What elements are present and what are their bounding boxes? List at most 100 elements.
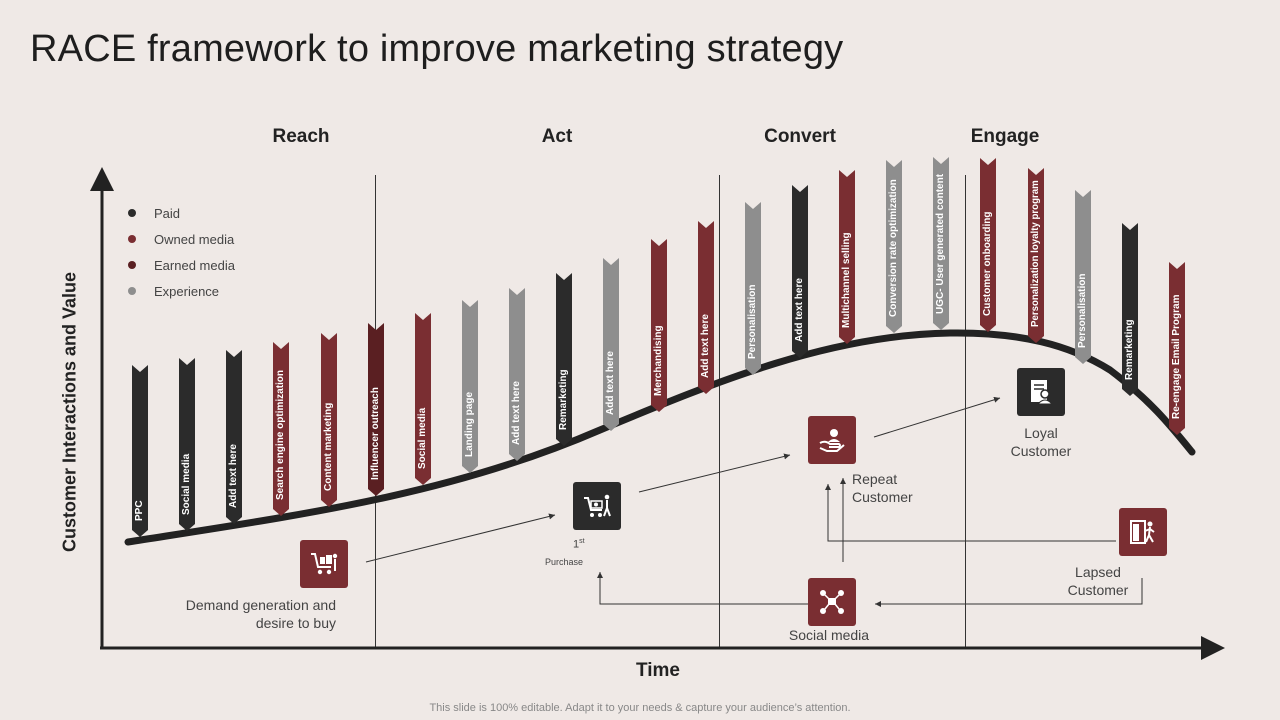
legend-label: Paid <box>154 205 181 221</box>
ribbon-23: Re-engage Email Program <box>1169 262 1185 435</box>
ribbon-22: Remarketing <box>1122 223 1138 396</box>
ribbon-shape <box>321 333 337 507</box>
phase-engage: Engage <box>970 126 1040 147</box>
ribbon-shape <box>556 273 572 446</box>
ribbon-label: Social media <box>417 407 428 469</box>
ribbon-label: Influencer outreach <box>370 387 381 480</box>
legend-dot <box>128 209 136 217</box>
legend-item-earned-media: Earned media <box>128 252 235 278</box>
ribbon-label: Landing page <box>464 392 475 457</box>
ribbon-label: Add text here <box>605 351 616 415</box>
ribbon-shape <box>415 313 431 485</box>
arrow-social-purchase <box>597 572 808 605</box>
demand-generation-label: Demand generation and desire to buy <box>185 597 336 631</box>
arrow-lapsed-social <box>875 578 1143 607</box>
ribbon-10: Remarketing <box>556 273 572 446</box>
lapsed-customer-icon <box>1119 508 1167 556</box>
ribbon-label: Remarketing <box>558 369 569 430</box>
ribbon-label: Content marketing <box>323 402 334 491</box>
ribbon-label: Social media <box>181 453 192 515</box>
x-axis-label: Time <box>635 660 681 681</box>
legend-label: Earned media <box>154 257 235 273</box>
ribbon-18: UGC- User generated content <box>933 157 949 330</box>
ribbon-16: Multichannel selling <box>839 170 855 344</box>
ribbon-15: Add text here <box>792 185 808 358</box>
phase-convert: Convert <box>764 126 836 147</box>
arrow-repeat-loyal <box>873 396 1001 438</box>
ribbon-shape <box>462 300 478 473</box>
ribbon-shape <box>698 221 714 394</box>
ribbon-9: Add text here <box>509 288 525 461</box>
legend-dot <box>128 287 136 295</box>
ribbon-7: Social media <box>415 313 431 485</box>
ribbon-shape <box>368 323 384 496</box>
ribbon-label: Add text here <box>228 444 239 508</box>
ribbon-shape <box>933 157 949 330</box>
ribbon-shape <box>509 288 525 461</box>
ribbon-shape <box>1028 168 1044 343</box>
ribbon-label: Merchandising <box>653 325 664 396</box>
page-title: RACE framework to improve marketing stra… <box>30 28 844 70</box>
ribbon-shape <box>132 365 148 537</box>
ribbon-label: Search engine optimization <box>275 369 286 500</box>
ribbon-3: Add text here <box>226 350 242 524</box>
ribbon-label: Personalisation <box>1077 273 1088 348</box>
ribbon-label: Personalization loyalty program <box>1030 180 1041 327</box>
purchase-number-text: 1 <box>573 538 580 551</box>
ribbon-shape <box>745 202 761 375</box>
ribbon-21: Personalisation <box>1075 190 1091 364</box>
loyal-customer-label: Loyal Customer <box>1010 425 1072 459</box>
arrow-lapsed-repeat <box>825 484 1116 542</box>
legend-item-owned-media: Owned media <box>128 226 235 252</box>
ribbon-label: UGC- User generated content <box>935 173 946 314</box>
phase-act: Act <box>541 126 573 147</box>
demand-generation-icon <box>300 540 348 588</box>
ribbon-label: Add text here <box>511 381 522 445</box>
ribbon-shape <box>886 160 902 333</box>
ribbon-2: Social media <box>179 358 195 531</box>
purchase-number: 1st <box>573 538 585 551</box>
ribbon-shape <box>273 342 289 516</box>
ribbon-shape <box>1122 223 1138 396</box>
social-media-icon <box>808 578 856 626</box>
ribbon-5: Content marketing <box>321 333 337 507</box>
legend-dot <box>128 235 136 243</box>
ribbon-label: Customer onboarding <box>982 211 993 316</box>
ribbon-shape <box>226 350 242 524</box>
phase-reach: Reach <box>272 126 330 147</box>
ribbon-label: Re-engage Email Program <box>1171 294 1182 419</box>
ribbon-label: Personalisation <box>747 284 758 359</box>
legend-item-experience: Experience <box>128 278 235 304</box>
ribbon-14: Personalisation <box>745 202 761 375</box>
ribbon-13: Add text here <box>698 221 714 394</box>
ribbon-label: Add text here <box>794 278 805 342</box>
repeat-customer-label: Repeat Customer <box>852 471 913 505</box>
ribbon-shape <box>179 358 195 531</box>
purchase-superscript: st <box>579 538 585 545</box>
purchase-cart-icon <box>573 482 621 530</box>
arrow-purchase-repeat <box>638 453 791 493</box>
ribbon-8: Landing page <box>462 300 478 473</box>
ribbon-20: Personalization loyalty program <box>1028 168 1044 343</box>
ribbon-shape <box>1075 190 1091 364</box>
legend-dot <box>128 261 136 269</box>
ribbon-1: PPC <box>132 365 148 537</box>
ribbon-12: Merchandising <box>651 239 667 412</box>
purchase-label: Purchase <box>545 557 584 567</box>
loyal-customer-icon <box>1017 368 1065 416</box>
social-media-label: Social media <box>788 627 870 643</box>
repeat-customer-icon <box>808 416 856 464</box>
legend: Paid Owned media Earned media Experience <box>128 200 235 304</box>
ribbon-shape <box>980 158 996 332</box>
y-axis-label: Customer Interactions and Value <box>59 271 80 553</box>
ribbon-label: Multichannel selling <box>841 232 852 328</box>
legend-label: Experience <box>154 283 220 299</box>
divider-act-convert <box>719 175 720 647</box>
ribbon-label: Conversion rate optimization <box>888 179 899 317</box>
ribbon-shape <box>603 258 619 431</box>
ribbon-shape <box>839 170 855 344</box>
arrow-demand-purchase <box>365 513 556 563</box>
ribbon-6: Influencer outreach <box>368 323 384 496</box>
legend-item-paid: Paid <box>128 200 235 226</box>
ribbon-17: Conversion rate optimization <box>886 160 902 333</box>
